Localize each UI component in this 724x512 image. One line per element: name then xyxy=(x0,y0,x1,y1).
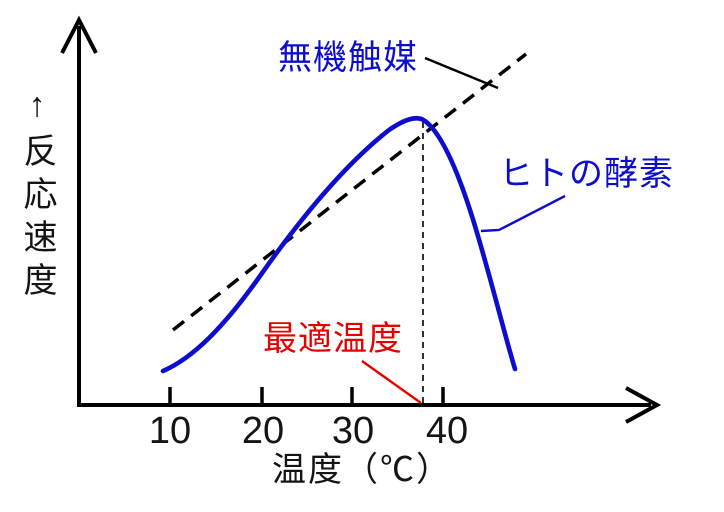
x-axis-arrowhead xyxy=(625,386,662,424)
x-tick-label-40: 40 xyxy=(425,410,469,452)
human-enzyme-label: ヒトの酵素 xyxy=(499,155,674,193)
x-axis-label: 温度（℃） xyxy=(272,451,452,489)
human-enzyme-curve xyxy=(160,116,518,374)
x-tick-label-30: 30 xyxy=(331,410,375,452)
inorganic-catalyst-label: 無機触媒 xyxy=(278,39,418,77)
x-tick-label-20: 20 xyxy=(241,410,285,452)
y-axis-arrowhead xyxy=(60,15,98,54)
y-axis-label: ↑反応速度 xyxy=(18,86,56,305)
inorganic-catalyst-line xyxy=(171,52,528,332)
optimal-temperature-pointer-line xyxy=(361,360,422,404)
inorganic-catalyst-pointer-line xyxy=(424,56,499,90)
x-tick-label-10: 10 xyxy=(148,410,192,452)
human-enzyme-pointer-line xyxy=(480,194,566,233)
optimal-temperature-label: 最適温度 xyxy=(263,320,403,358)
